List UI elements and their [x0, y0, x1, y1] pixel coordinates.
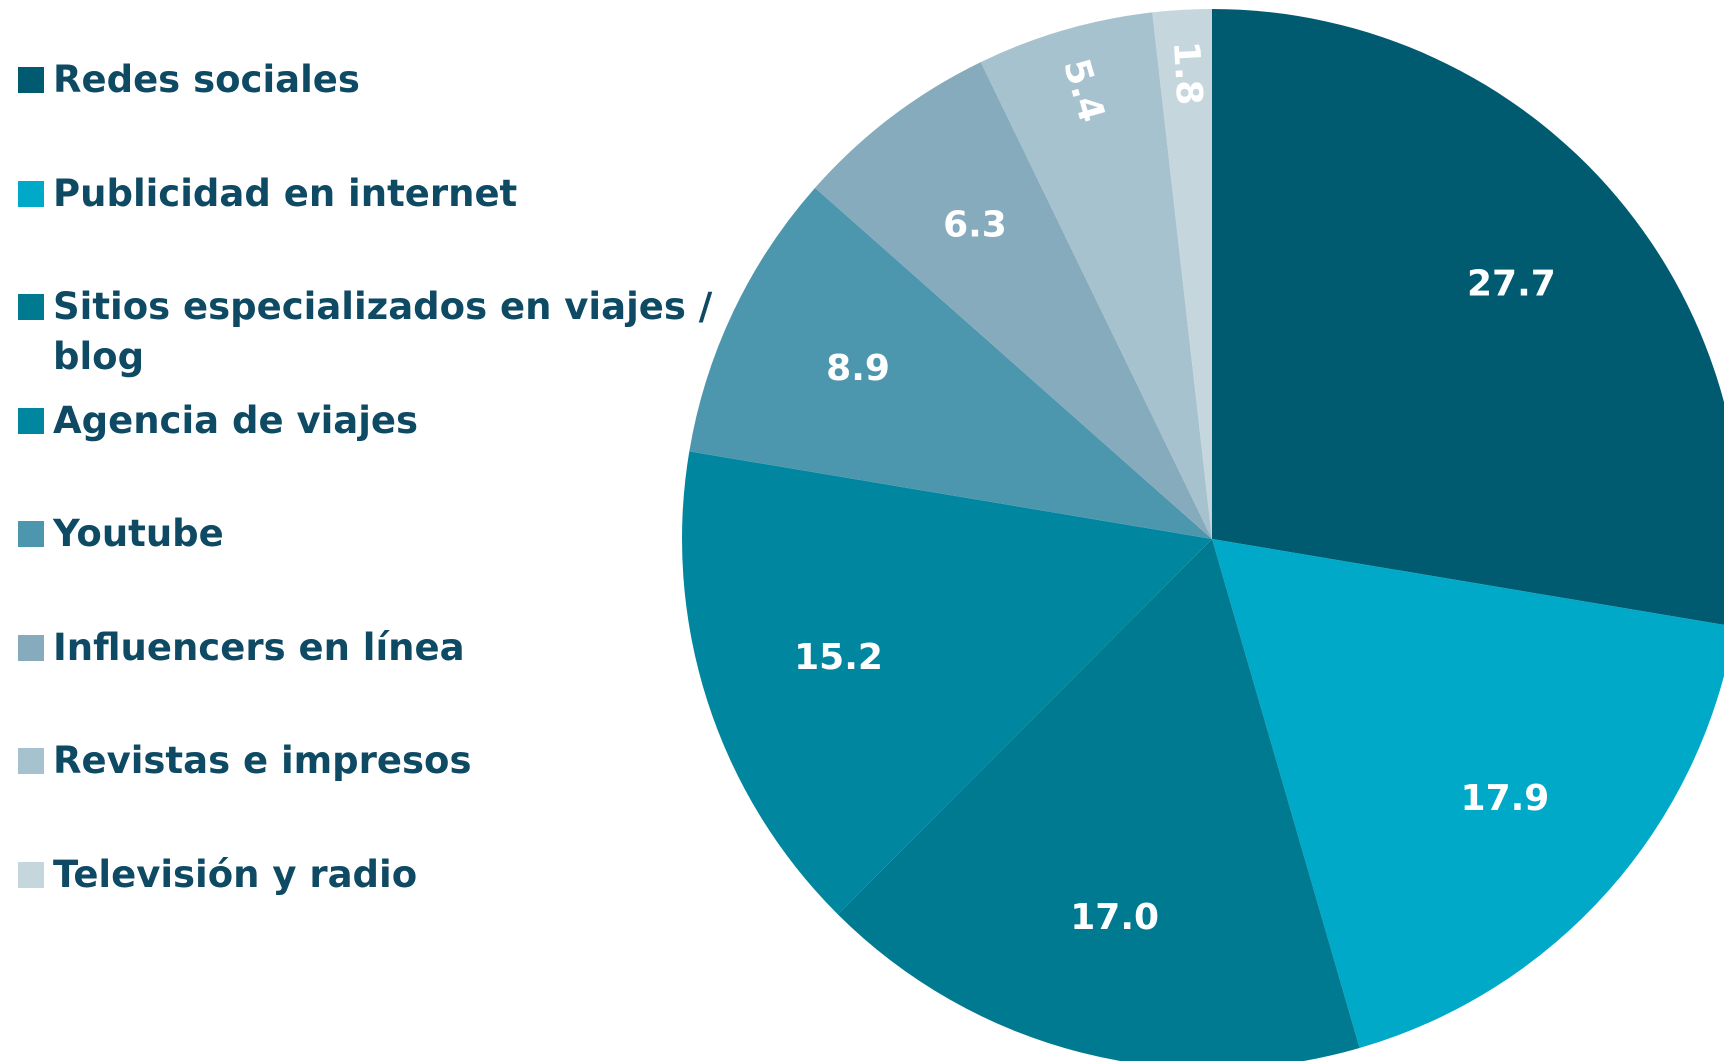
pie-slice — [815, 62, 1212, 540]
data-label: 17.9 — [1461, 778, 1550, 819]
legend-item: Influencers en línea — [18, 623, 718, 673]
legend-label: Influencers en línea — [53, 625, 465, 669]
legend-label: Televisión y radio — [53, 852, 418, 896]
legend-swatch — [18, 67, 44, 93]
legend-item: Redes sociales — [18, 55, 718, 105]
pie-slice — [980, 12, 1212, 540]
legend-swatch — [18, 521, 44, 547]
legend-item: Publicidad en internet — [18, 169, 718, 219]
legend-swatch — [18, 748, 44, 774]
legend-label: Agencia de viajes — [53, 398, 419, 442]
legend-swatch — [18, 294, 44, 320]
legend-swatch — [18, 861, 44, 888]
legend-swatch — [18, 407, 44, 434]
legend-item: Sitios especializados en viajes / blog — [18, 282, 718, 382]
data-label: 6.3 — [943, 205, 1007, 246]
legend-label: Redes sociales — [53, 58, 360, 101]
pie-slice — [1212, 9, 1724, 625]
pie-slice — [837, 539, 1360, 1061]
legend-label: Sitios especializados en viajes / blog — [53, 285, 713, 378]
pie-slice — [682, 451, 1212, 915]
data-label: 17.0 — [1070, 897, 1159, 938]
legend-label: Youtube — [53, 512, 224, 555]
data-label: 1.8 — [1165, 40, 1210, 106]
legend-item: Televisión y radio — [18, 850, 718, 900]
legend-swatch — [18, 180, 44, 207]
legend-swatch — [18, 634, 44, 661]
data-label: 15.2 — [794, 637, 883, 678]
pie-slice — [1212, 539, 1724, 1049]
data-label: 8.9 — [826, 348, 890, 389]
pie-slice — [689, 187, 1212, 539]
data-label: 27.7 — [1467, 264, 1556, 305]
legend-label: Revistas e impresos — [53, 739, 472, 782]
pie-slice — [1152, 9, 1212, 539]
legend-item: Youtube — [18, 509, 718, 559]
legend-label: Publicidad en internet — [53, 171, 518, 215]
legend-item: Revistas e impresos — [18, 736, 718, 786]
legend-item: Agencia de viajes — [18, 396, 718, 446]
